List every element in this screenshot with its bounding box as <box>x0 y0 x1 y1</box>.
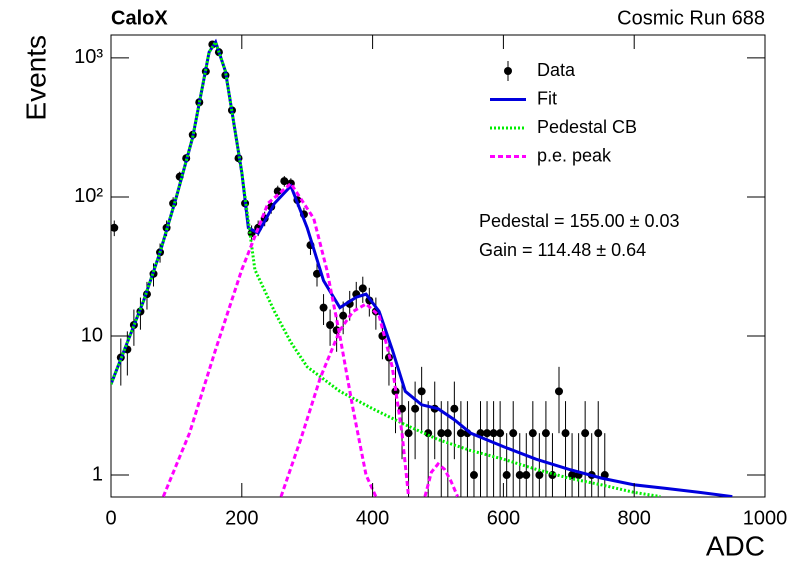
legend-label: Pedestal CB <box>537 117 637 137</box>
y-tick-label: 10 <box>81 324 103 346</box>
data-point <box>339 311 348 320</box>
data-point <box>469 471 478 480</box>
data-point <box>450 404 459 413</box>
data-point <box>391 387 400 396</box>
annotation: Gain = 114.48 ± 0.64 <box>479 240 646 260</box>
x-tick-label: 600 <box>487 507 520 529</box>
data-point <box>358 284 367 293</box>
fit-curve <box>279 302 411 497</box>
y-axis-label: Events <box>20 35 51 121</box>
x-tick-label: 800 <box>618 507 651 529</box>
fit-curve <box>161 181 378 497</box>
data-point <box>594 429 603 438</box>
data-point <box>417 387 426 396</box>
legend-label: p.e. peak <box>537 145 612 165</box>
data-point <box>483 429 492 438</box>
data-point <box>581 429 590 438</box>
data-point <box>326 320 335 329</box>
legend-symbol <box>504 67 512 75</box>
legend-label: Data <box>537 60 576 80</box>
data-point <box>502 471 511 480</box>
x-tick-label: 1000 <box>743 507 788 529</box>
y-tick-label: 10³ <box>74 46 103 68</box>
chart-subtitle: Cosmic Run 688 <box>617 7 765 29</box>
y-tick-label: 1 <box>92 463 103 485</box>
fit-curve <box>111 38 733 497</box>
data-point <box>411 404 420 413</box>
annotation: Pedestal = 155.00 ± 0.03 <box>479 211 680 231</box>
data-point <box>515 471 524 480</box>
data-point <box>554 387 563 396</box>
data-point <box>541 429 550 438</box>
frame <box>110 34 766 498</box>
y-tick-label: 10² <box>74 185 103 207</box>
data-point <box>313 269 322 278</box>
data-point <box>489 429 498 438</box>
data-point <box>535 471 544 480</box>
data-point <box>280 177 289 186</box>
x-axis-label: ADC <box>706 530 765 561</box>
plot-area <box>111 38 733 497</box>
data-point <box>437 429 446 438</box>
data-point <box>404 429 413 438</box>
data-point <box>111 223 119 232</box>
data-point <box>424 429 433 438</box>
data-point <box>443 429 452 438</box>
data-point <box>273 187 282 196</box>
fit-curve <box>111 38 661 497</box>
x-tick-label: 200 <box>225 507 258 529</box>
x-tick-label: 400 <box>356 507 389 529</box>
data-point <box>528 429 537 438</box>
fit-curve <box>423 461 459 497</box>
chart-title: CaloX <box>111 7 168 29</box>
data-point <box>319 303 328 312</box>
data-point <box>456 429 465 438</box>
data-point <box>522 471 531 480</box>
x-tick-label: 0 <box>105 507 116 529</box>
legend-label: Fit <box>537 88 557 108</box>
data-point <box>496 429 505 438</box>
data-point <box>509 429 518 438</box>
data-point <box>561 429 570 438</box>
